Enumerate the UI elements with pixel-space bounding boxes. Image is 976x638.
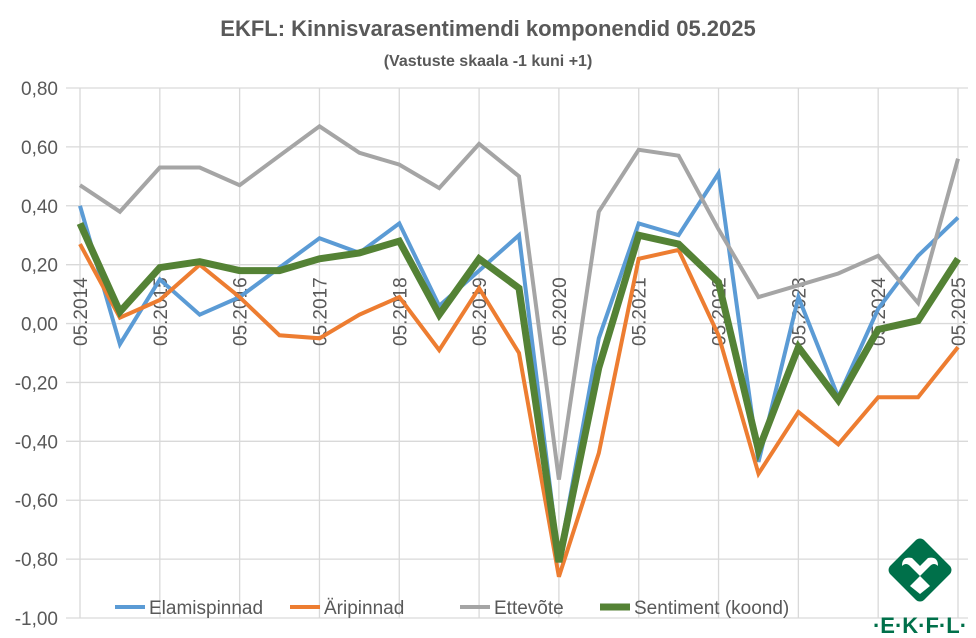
legend-label: Elamispinnad — [149, 598, 263, 619]
y-tick-label: 0,40 — [21, 197, 58, 218]
x-tick-label: 05.2014 — [71, 277, 92, 346]
y-tick-label: 0,00 — [21, 315, 58, 336]
legend-label: Sentiment (koond) — [634, 598, 789, 619]
series-lines — [76, 123, 961, 578]
y-tick-label: -0,20 — [15, 373, 58, 394]
y-tick-label: -0,80 — [15, 550, 58, 571]
series-line-1 — [78, 243, 960, 578]
legend-label: Äripinnad — [324, 598, 404, 619]
y-tick-label: -1,00 — [15, 609, 58, 630]
x-tick-label: 05.2023 — [789, 277, 810, 346]
x-tick-label: 05.2017 — [310, 277, 331, 346]
x-tick-label: 05.2020 — [550, 277, 571, 346]
y-tick-label: 0,20 — [21, 256, 58, 277]
legend: Elamispinnad Äripinnad Ettevõte Sentiment (… — [115, 598, 789, 619]
chart-title: EKFL: Kinnisvarasentimendi komponendid 0… — [220, 16, 755, 41]
legend-label: Ettevõte — [494, 598, 564, 619]
y-tick-label: 0,60 — [21, 138, 58, 159]
svg-text:·E·K·F·L·: ·E·K·F·L· — [873, 613, 967, 638]
y-tick-label: -0,60 — [15, 491, 58, 512]
ekfl-logo: ·E·K·F·L· — [873, 538, 967, 638]
y-tick-label: 0,80 — [21, 79, 58, 100]
x-tick-label: 05.2021 — [630, 277, 651, 346]
gridlines — [66, 87, 968, 619]
x-tick-label: 05.2018 — [390, 277, 411, 346]
series-line-2 — [78, 123, 960, 480]
y-axis: 0,80 0,60 0,40 0,20 0,00 -0,20 -0,40 -0,60 -0,80… — [15, 79, 58, 630]
x-tick-label: 05.2025 — [949, 277, 970, 346]
series-line-3 — [76, 221, 961, 563]
chart-subtitle: (Vastuste skaala -1 kuni +1) — [384, 53, 593, 70]
x-tick-label: 05.2016 — [231, 277, 252, 346]
y-tick-label: -0,40 — [15, 432, 58, 453]
series-line-0 — [78, 167, 960, 560]
